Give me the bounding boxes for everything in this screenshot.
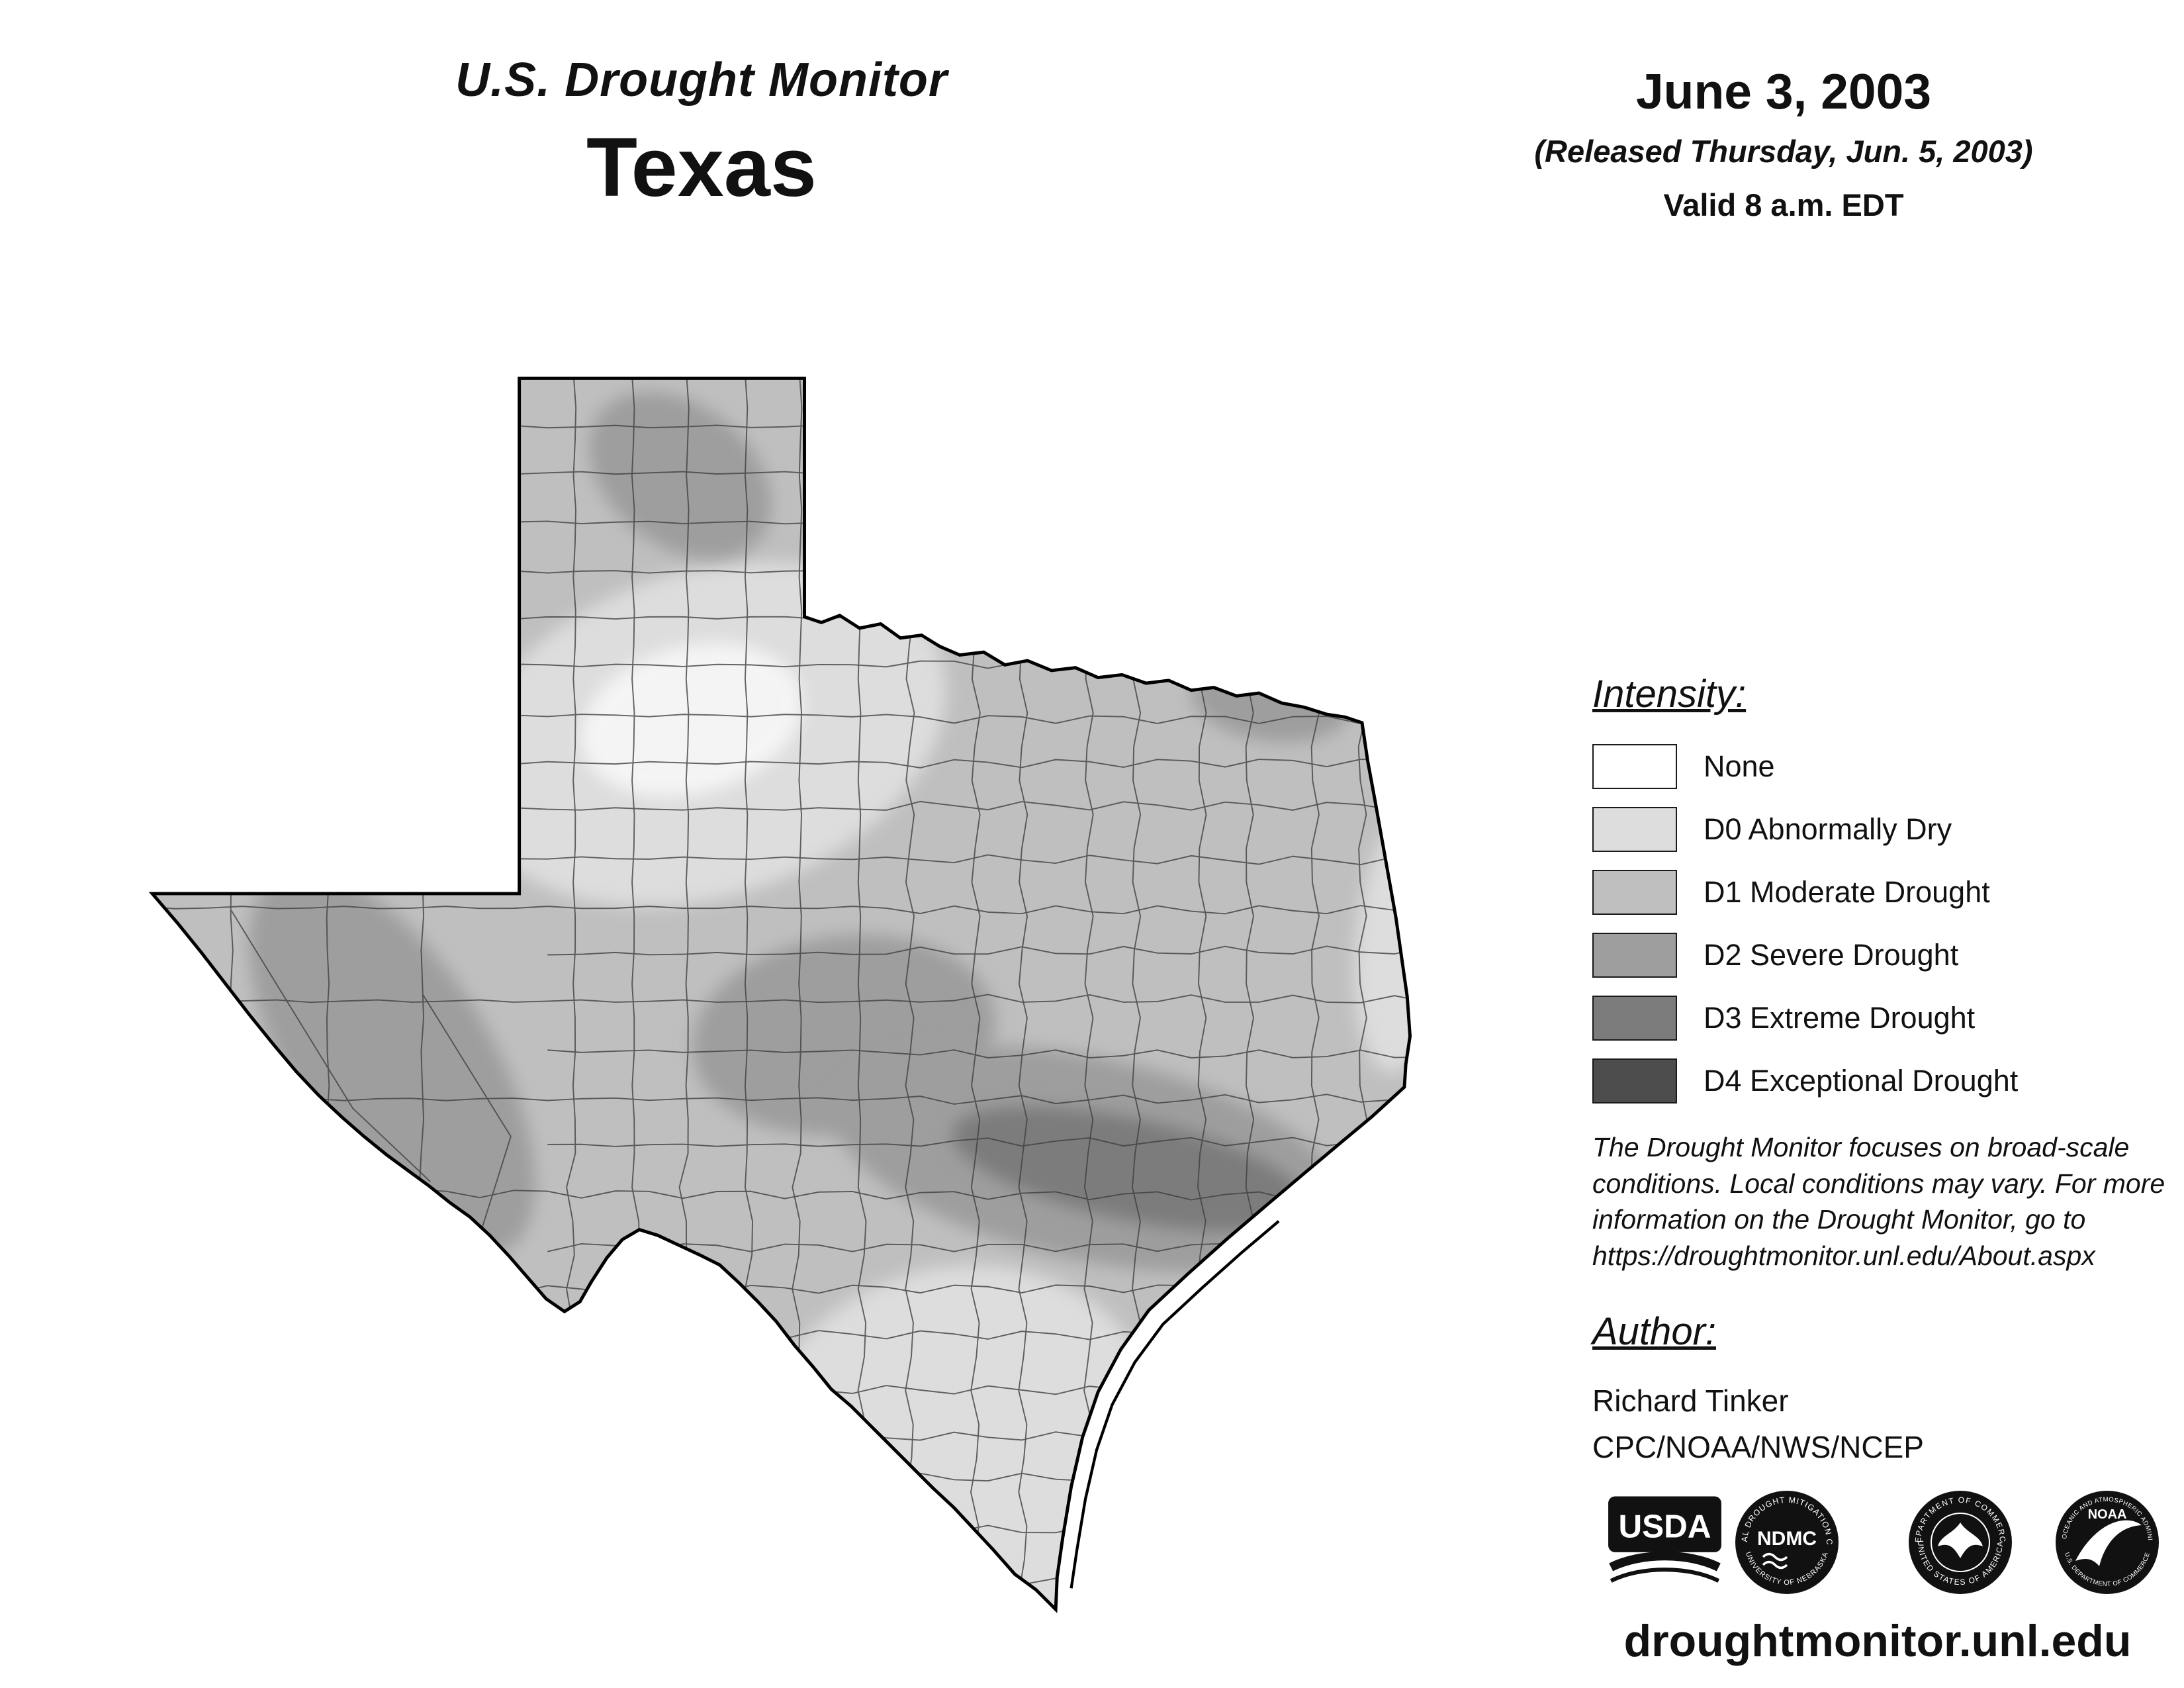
release-date: (Released Thursday, Jun. 5, 2003)	[1534, 134, 2033, 169]
legend-label-d0: D0 Abnormally Dry	[1704, 812, 1952, 846]
swatch-d2	[1592, 933, 1677, 978]
ndmc-seal-circle	[1735, 1491, 1839, 1594]
usda-swoosh-thin-icon	[1610, 1568, 1720, 1583]
report-title: U.S. Drought Monitor	[455, 54, 948, 107]
legend-row-d2: D2 Severe Drought	[1592, 933, 2184, 978]
usda-logo-text: USDA	[1619, 1508, 1711, 1544]
author-name: Richard Tinker	[1592, 1383, 1789, 1418]
legend-row-d4: D4 Exceptional Drought	[1592, 1058, 2184, 1103]
swatch-d0	[1592, 807, 1677, 852]
website-url: droughtmonitor.unl.edu	[1623, 1616, 2132, 1666]
swatch-d1	[1592, 870, 1677, 915]
d3-region-south-central	[952, 1106, 1306, 1232]
usda-logo: USDA	[1608, 1496, 1721, 1583]
ndmc-logo: NATIONAL DROUGHT MITIGATION CENTER UNIVE…	[1735, 1491, 1839, 1594]
author-org: CPC/NOAA/NWS/NCEP	[1592, 1430, 1924, 1464]
legend-row-d1: D1 Moderate Drought	[1592, 870, 2184, 915]
legend-row-d0: D0 Abnormally Dry	[1592, 807, 2184, 852]
legend-label-d2: D2 Severe Drought	[1704, 938, 1959, 972]
legend-label-d4: D4 Exceptional Drought	[1704, 1064, 2019, 1098]
legend-heading: Intensity:	[1592, 673, 1747, 716]
ndmc-wave2-icon	[1762, 1560, 1788, 1570]
barrier-islands	[1069, 1220, 1280, 1589]
none-region-core	[580, 643, 803, 797]
swatch-d4	[1592, 1058, 1677, 1103]
eagle-emblem-icon	[1938, 1523, 1983, 1558]
texas-drought-map	[141, 374, 1468, 1638]
date-block: June 3, 2003 (Released Thursday, Jun. 5,…	[1420, 63, 2148, 223]
usda-swoosh-icon	[1609, 1551, 1721, 1571]
disclaimer-text: The Drought Monitor focuses on broad-sca…	[1592, 1132, 2165, 1271]
swatch-d3	[1592, 996, 1677, 1041]
legend-label-d3: D3 Extreme Drought	[1704, 1001, 1976, 1035]
author-heading: Author:	[1592, 1310, 1716, 1353]
region-title: Texas	[586, 120, 817, 214]
commerce-inner-ring	[1931, 1513, 1990, 1572]
legend-label-d1: D1 Moderate Drought	[1704, 875, 1990, 909]
commerce-logo: DEPARTMENT OF COMMERCE UNITED STATES OF …	[1909, 1491, 2012, 1594]
author-block: Author: Richard Tinker CPC/NOAA/NWS/NCEP	[1592, 1309, 1924, 1465]
intensity-legend: Intensity: None D0 Abnormally Dry D1 Mod…	[1592, 672, 2184, 1121]
valid-time: Valid 8 a.m. EDT	[1663, 187, 1904, 222]
map-date: June 3, 2003	[1635, 64, 1932, 119]
noaa-logo-text: NOAA	[2088, 1507, 2127, 1522]
title-block: U.S. Drought Monitor Texas	[285, 53, 1118, 215]
usda-logo-box	[1608, 1496, 1721, 1552]
seagull-swoosh-icon	[2075, 1520, 2142, 1566]
d2-region-west-texas	[249, 870, 535, 1256]
ndmc-logo-text: NDMC	[1757, 1528, 1817, 1550]
swatch-none	[1592, 744, 1677, 789]
noaa-logo: NATIONAL OCEANIC AND ATMOSPHERIC ADMINIS…	[2056, 1491, 2159, 1594]
map-area	[141, 374, 1468, 1638]
legend-label-none: None	[1704, 749, 1775, 783]
ndmc-wave-icon	[1762, 1552, 1788, 1562]
legend-row-d3: D3 Extreme Drought	[1592, 996, 2184, 1041]
legend-row-none: None	[1592, 744, 2184, 789]
